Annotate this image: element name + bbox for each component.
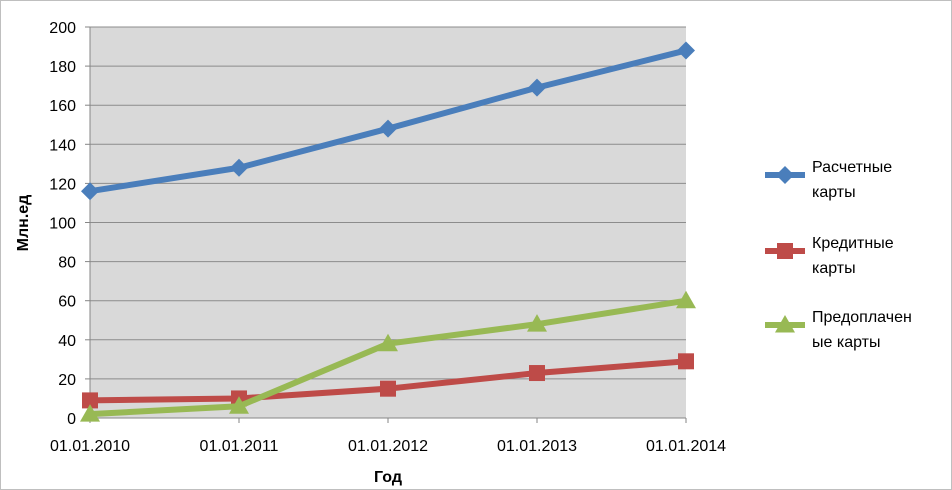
y-tick-label: 100: [49, 216, 76, 233]
data-point: [82, 392, 98, 409]
data-point: [81, 182, 99, 201]
data-point: [677, 41, 695, 60]
data-point: [380, 380, 396, 397]
data-point: [678, 353, 694, 370]
y-tick-label: 140: [49, 137, 76, 154]
data-point: [80, 404, 100, 422]
y-tick-label: 80: [58, 255, 76, 272]
y-axis-title: Млн.ед: [15, 195, 32, 252]
legend-label: Расчетные: [812, 159, 892, 176]
data-point: [528, 78, 546, 97]
y-tick-label: 180: [49, 59, 76, 76]
x-tick-label: 01.01.2012: [348, 438, 428, 455]
legend-item: Кредитные карты: [765, 235, 894, 277]
legend-label: Предоплачен: [812, 309, 912, 326]
y-tick-label: 200: [49, 20, 76, 37]
legend-label: карты: [812, 260, 856, 277]
y-tick-label: 20: [58, 372, 76, 389]
data-point: [378, 333, 398, 352]
legend-label: Кредитные: [812, 235, 894, 252]
legend-swatch-marker: [776, 166, 794, 184]
data-point: [527, 314, 547, 332]
legend-item: Предоплачен ые карты: [765, 309, 912, 351]
y-tick-label: 40: [58, 333, 76, 350]
data-point: [529, 365, 545, 382]
legend-swatch-marker: [777, 243, 793, 259]
legend-label: карты: [812, 184, 856, 201]
legend: Расчетные карты Кредитные карты Предоплачен ы…: [765, 159, 912, 351]
x-tick-label: 01.01.2013: [497, 438, 577, 455]
x-tick-label: 01.01.2014: [646, 438, 726, 455]
y-tick-label: 0: [67, 411, 76, 428]
data-point: [229, 396, 249, 414]
legend-swatch-marker: [775, 315, 795, 333]
data-point: [230, 158, 248, 177]
x-tick-label: 01.01.2010: [50, 438, 130, 455]
data-point: [379, 119, 397, 138]
y-tick-label: 120: [49, 176, 76, 193]
y-tick-label: 160: [49, 98, 76, 115]
y-tick-label: 60: [58, 294, 76, 311]
legend-label: ые карты: [812, 334, 880, 351]
x-tick-label: 01.01.2011: [200, 438, 279, 455]
legend-item: Расчетные карты: [765, 159, 892, 201]
x-axis-title: Год: [374, 469, 402, 486]
data-point: [676, 290, 696, 309]
